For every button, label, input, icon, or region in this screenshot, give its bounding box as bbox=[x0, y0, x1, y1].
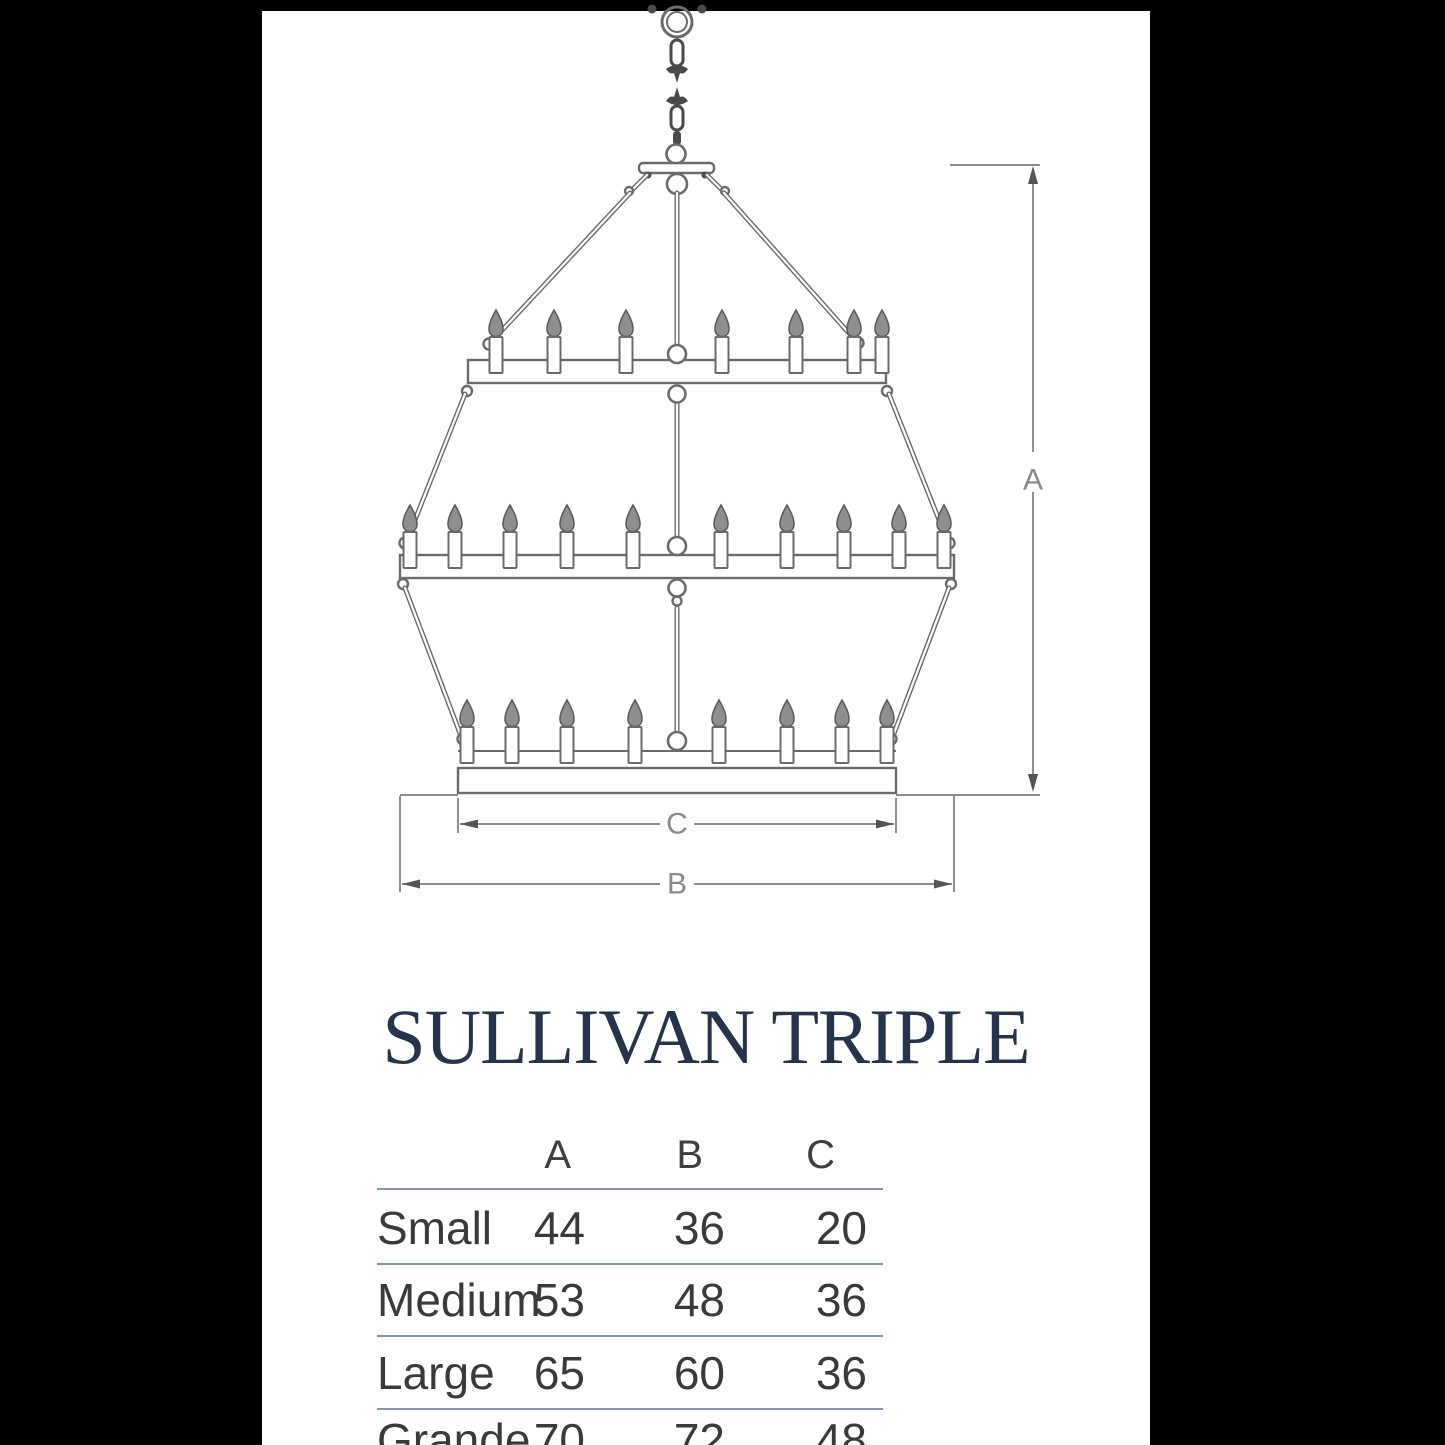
chain-break-icon bbox=[666, 65, 688, 105]
candle-icon bbox=[879, 699, 895, 764]
candle-icon bbox=[488, 309, 504, 374]
candle-icon bbox=[834, 699, 850, 764]
value-c: 36 bbox=[725, 1336, 883, 1410]
value-a: 44 bbox=[522, 1189, 585, 1265]
value-a: 70 bbox=[522, 1409, 585, 1445]
value-c: 36 bbox=[725, 1264, 883, 1337]
candle-icon bbox=[836, 504, 852, 569]
column-header-c: C bbox=[725, 1128, 883, 1190]
dimension-b: B bbox=[399, 794, 1040, 901]
value-a: 53 bbox=[522, 1264, 585, 1337]
size-label: Grande bbox=[377, 1409, 530, 1445]
tier-1 bbox=[466, 309, 890, 404]
candle-icon bbox=[846, 309, 862, 374]
hanger-bar bbox=[637, 161, 716, 175]
hanging-chain bbox=[647, 4, 707, 145]
dimension-c: C bbox=[457, 798, 897, 841]
size-table-header-row: A B C bbox=[377, 1128, 883, 1190]
candle-icon bbox=[459, 699, 475, 764]
tier-3 bbox=[456, 699, 898, 795]
dimension-c-label: C bbox=[666, 808, 688, 841]
candle-icon bbox=[711, 699, 727, 764]
candle-icon bbox=[788, 309, 804, 374]
candle-icon bbox=[874, 309, 890, 374]
value-b: 72 bbox=[585, 1409, 725, 1445]
table-row: Grande 70 72 48 bbox=[377, 1409, 883, 1445]
candle-icon bbox=[713, 504, 729, 569]
candle-icon bbox=[559, 504, 575, 569]
value-c: 48 bbox=[725, 1409, 883, 1445]
candle-icon bbox=[402, 504, 418, 569]
dimension-b-label: B bbox=[667, 868, 687, 901]
dimension-a-label: A bbox=[1023, 464, 1043, 497]
table-row: Large 65 60 36 bbox=[377, 1336, 883, 1410]
candle-icon bbox=[447, 504, 463, 569]
candle-icon bbox=[891, 504, 907, 569]
size-table: A B C Small 44 36 20 Medium 53 48 36 Lar… bbox=[377, 1128, 883, 1445]
candle-icon bbox=[504, 699, 520, 764]
size-label: Small bbox=[377, 1189, 522, 1265]
product-title: SULLIVAN TRIPLE bbox=[382, 993, 1030, 1080]
tier-2 bbox=[398, 504, 956, 607]
candle-icon bbox=[546, 309, 562, 374]
value-b: 36 bbox=[585, 1189, 725, 1265]
chandelier-technical-drawing: A C B bbox=[396, 4, 1043, 901]
candle-icon bbox=[779, 699, 795, 764]
candle-icon bbox=[779, 504, 795, 569]
column-header-a: A bbox=[522, 1128, 585, 1190]
value-b: 48 bbox=[585, 1264, 725, 1337]
size-label: Large bbox=[377, 1336, 522, 1410]
candle-icon bbox=[936, 504, 952, 569]
candle-icon bbox=[618, 309, 634, 374]
candle-icon bbox=[714, 309, 730, 374]
size-label: Medium bbox=[377, 1264, 541, 1337]
hanger-assembly bbox=[623, 143, 731, 197]
size-table-corner-cell bbox=[377, 1128, 522, 1190]
dimension-a: A bbox=[950, 164, 1043, 792]
upper-diagonal-rods bbox=[482, 190, 865, 351]
mid-diagonal-rods bbox=[398, 384, 956, 550]
value-c: 20 bbox=[725, 1189, 883, 1265]
table-row: Small 44 36 20 bbox=[377, 1189, 883, 1265]
candle-icon bbox=[627, 699, 643, 764]
value-a: 65 bbox=[522, 1336, 585, 1410]
table-row: Medium 53 48 36 bbox=[377, 1264, 883, 1337]
candle-icon bbox=[502, 504, 518, 569]
value-b: 60 bbox=[585, 1336, 725, 1410]
candle-icon bbox=[559, 699, 575, 764]
candle-icon bbox=[625, 504, 641, 569]
column-header-b: B bbox=[585, 1128, 725, 1190]
